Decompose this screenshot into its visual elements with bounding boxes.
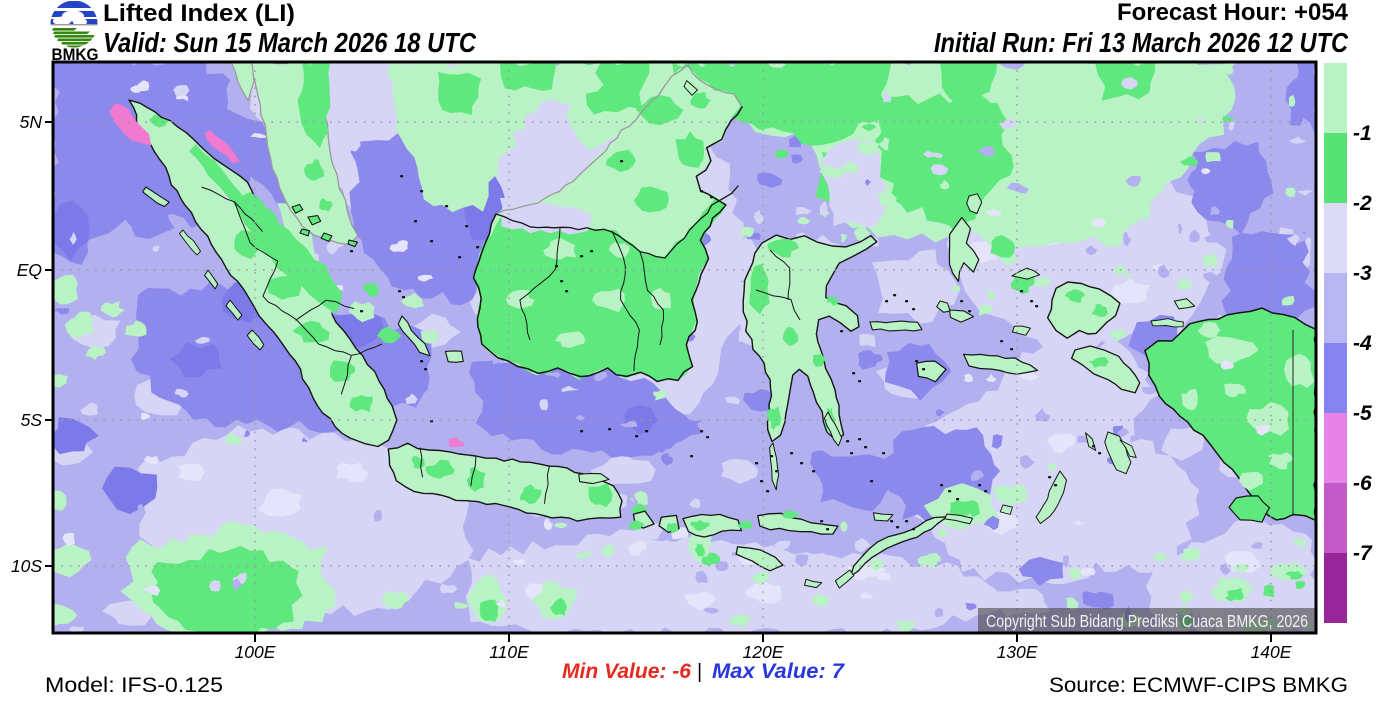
svg-text:Min Value: -6: Min Value: -6: [562, 660, 691, 683]
svg-text:EQ: EQ: [17, 260, 43, 280]
svg-text:120E: 120E: [743, 642, 784, 662]
svg-text:Initial Run: Fri 13 March 2026: Initial Run: Fri 13 March 2026 12 UTC: [934, 27, 1349, 58]
svg-text:130E: 130E: [997, 642, 1038, 662]
svg-text:5N: 5N: [20, 112, 43, 132]
svg-text:Lifted Index (LI): Lifted Index (LI): [103, 0, 295, 27]
svg-text:-5: -5: [1353, 402, 1372, 425]
svg-text:-6: -6: [1353, 472, 1372, 495]
svg-text:5S: 5S: [21, 410, 43, 430]
svg-text:Valid: Sun 15 March 2026 18 UT: Valid: Sun 15 March 2026 18 UTC: [103, 27, 477, 58]
svg-text:Forecast Hour: +054: Forecast Hour: +054: [1117, 0, 1349, 26]
svg-text:Max Value: 7: Max Value: 7: [712, 660, 845, 683]
svg-text:Source: ECMWF-CIPS BMKG: Source: ECMWF-CIPS BMKG: [1049, 674, 1348, 697]
svg-text:-3: -3: [1353, 262, 1372, 285]
svg-text:-4: -4: [1353, 332, 1372, 355]
svg-text:BMKG: BMKG: [52, 46, 99, 64]
svg-text:100E: 100E: [235, 642, 276, 662]
svg-text:-1: -1: [1353, 122, 1372, 145]
svg-text:10S: 10S: [11, 556, 42, 576]
svg-text:-2: -2: [1353, 192, 1372, 215]
svg-text:-7: -7: [1353, 542, 1373, 565]
svg-text:110E: 110E: [489, 642, 529, 662]
svg-text:|: |: [697, 661, 702, 683]
svg-text:Copyright Sub Bidang Prediksi: Copyright Sub Bidang Prediksi Cuaca BMKG…: [986, 611, 1308, 631]
svg-text:Model: IFS-0.125: Model: IFS-0.125: [45, 674, 223, 697]
svg-text:140E: 140E: [1251, 642, 1292, 662]
